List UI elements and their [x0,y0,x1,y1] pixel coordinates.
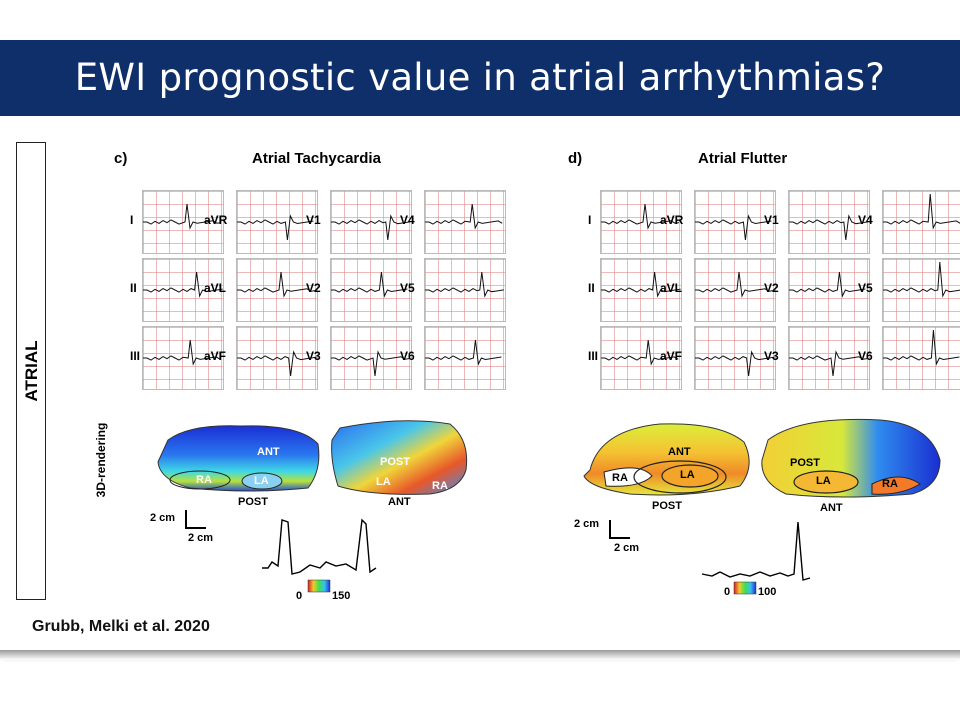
panel-c-ra-region [169,470,231,490]
ecg-trace-d-5 [694,258,776,322]
ecg-trace-c-5 [236,258,318,322]
panel-c-scale-y: 2 cm [150,512,176,524]
lead-label-c-1: aVR [204,213,228,227]
lead-label-c-8: III [130,349,141,363]
panel-c-colorbar-max: 150 [332,590,351,602]
panel-c-label-post: POST [238,496,268,508]
ecg-trace-c-9 [236,326,318,390]
panel-d-title: Atrial Flutter [698,150,788,167]
panel-d-ra2-region [871,476,921,495]
panel-c-la-region [241,472,283,490]
panel-d-colorbar [733,581,757,595]
panel-d-label-post2: POST [790,457,820,469]
panel-d-label-post: POST [652,500,682,512]
panel-c-colorbar [307,579,331,593]
ecg-trace-c-0 [142,190,224,254]
panel-c-colorbar-min: 0 [296,590,303,602]
panel-c-scale-x: 2 cm [188,532,214,544]
ecg-trace-c-6 [330,258,412,322]
panel-d-label-ra2: RA [882,478,898,490]
lead-label-d-4: II [588,281,595,295]
panel-c-label-post2: POST [380,456,410,468]
ecg-trace-d-8 [600,326,682,390]
ecg-trace-c-8 [142,326,224,390]
panel-c-label-ra2: RA [432,480,448,492]
panel-d-waveform [701,521,811,581]
panel-d-label-la: LA [680,469,695,481]
citation: Grubb, Melki et al. 2020 [32,618,210,635]
lead-label-d-2: V1 [764,213,779,227]
panel-d-la2-region [793,470,859,494]
ecg-trace-c-11 [424,326,506,390]
ecg-trace-c-10 [330,326,412,390]
ecg-trace-c-2 [330,190,412,254]
panel-d-colorbar-max: 100 [758,586,777,598]
bottom-shadow [0,650,960,660]
panel-d-ra-region [603,467,653,487]
lead-label-c-6: V2 [306,281,321,295]
ecg-trace-d-9 [694,326,776,390]
title-bar: EWI prognostic value in atrial arrhythmi… [0,40,960,116]
lead-label-d-8: III [588,349,599,363]
panel-d-scale-x: 2 cm [614,542,640,554]
lead-label-d-3: V4 [858,213,873,227]
ecg-trace-d-1 [694,190,776,254]
panel-c-map-left [157,425,320,492]
panel-d-letter: d) [568,150,583,167]
lead-label-d-7: V5 [858,281,873,295]
lead-label-c-2: V1 [306,213,321,227]
panel-d-scale-bar [609,520,630,539]
lead-label-d-0: I [588,213,592,227]
ecg-trace-d-3 [882,190,960,254]
lead-label-c-10: V3 [306,349,321,363]
panel-d-scale-y: 2 cm [574,518,600,530]
lead-label-c-9: aVF [204,349,227,363]
lead-label-d-6: V2 [764,281,779,295]
panel-c-title: Atrial Tachycardia [252,150,381,167]
lead-label-d-5: aVL [660,281,683,295]
ecg-trace-c-7 [424,258,506,322]
ecg-trace-d-11 [882,326,960,390]
panel-c-label-la: LA [254,475,269,487]
ecg-trace-d-6 [788,258,870,322]
ecg-trace-d-7 [882,258,960,322]
lead-label-d-1: aVR [660,213,684,227]
panel-d-label-la2: LA [816,475,831,487]
ecg-trace-c-1 [236,190,318,254]
panel-d-label-ant: ANT [668,446,691,458]
panel-c-map-right [331,420,468,495]
lead-label-c-4: II [130,281,137,295]
panel-d-label-ant2: ANT [820,502,843,514]
panel-c-scale-bar [185,510,206,529]
panel-c-letter: c) [114,150,128,167]
slide-title: EWI prognostic value in atrial arrhythmi… [74,56,886,99]
ecg-trace-c-3 [424,190,506,254]
ecg-trace-c-4 [142,258,224,322]
lead-label-d-9: aVF [660,349,683,363]
lead-label-c-0: I [130,213,134,227]
lead-label-d-11: V6 [858,349,873,363]
ecg-trace-d-0 [600,190,682,254]
lead-label-c-11: V6 [400,349,415,363]
panel-c-label-ant: ANT [257,446,280,458]
panel-c-label-la2: LA [376,476,391,488]
panel-d-label-ra: RA [612,472,628,484]
panel-c-label-ra: RA [196,474,212,486]
ecg-trace-d-4 [600,258,682,322]
lead-label-c-7: V5 [400,281,415,295]
side-box [16,142,46,600]
lead-label-d-10: V3 [764,349,779,363]
lead-label-c-5: aVL [204,281,227,295]
panel-c-label-ant2: ANT [388,496,411,508]
panel-c-waveform [262,518,377,575]
ecg-trace-d-2 [788,190,870,254]
panel-d-colorbar-min: 0 [724,586,731,598]
ecg-trace-d-10 [788,326,870,390]
lead-label-c-3: V4 [400,213,415,227]
panel-d-la-region [661,464,719,488]
